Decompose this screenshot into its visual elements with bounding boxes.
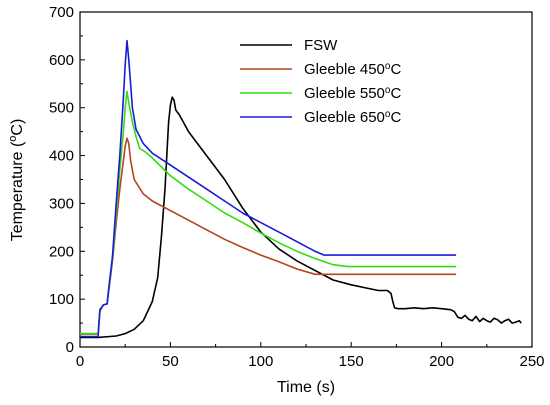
y-axis-title: Temperature (oC) <box>7 119 26 242</box>
x-tick-label: 50 <box>162 353 179 370</box>
y-tick-label: 700 <box>49 4 74 21</box>
legend: FSW Gleeble 450oC Gleeble 550oC Gleeble 650… <box>240 37 401 126</box>
x-tick-label: 250 <box>519 353 544 370</box>
legend-label-2: Gleeble 550oC <box>304 85 401 103</box>
x-tick-label: 150 <box>339 353 364 370</box>
x-axis-ticks: 0 50 100 150 200 250 <box>76 342 545 370</box>
y-tick-label: 100 <box>49 291 74 308</box>
x-axis-title: Time (s) <box>277 379 335 396</box>
y-tick-label: 400 <box>49 148 74 165</box>
legend-label-0: FSW <box>304 37 338 54</box>
y-tick-label: 200 <box>49 243 74 260</box>
x-tick-label: 0 <box>76 353 84 370</box>
y-tick-label: 0 <box>66 339 74 356</box>
series-layer <box>80 39 522 339</box>
series-line-3 <box>80 39 457 338</box>
y-tick-label: 500 <box>49 100 74 117</box>
legend-label-3: Gleeble 650oC <box>304 109 401 127</box>
x-tick-label: 200 <box>429 353 454 370</box>
series-line-0 <box>80 96 522 339</box>
y-axis-ticks: 0 100 200 300 400 500 600 700 <box>49 4 85 356</box>
x-tick-label: 100 <box>248 353 273 370</box>
y-tick-label: 600 <box>49 52 74 69</box>
legend-label-1: Gleeble 450oC <box>304 61 401 79</box>
y-tick-label: 300 <box>49 195 74 212</box>
